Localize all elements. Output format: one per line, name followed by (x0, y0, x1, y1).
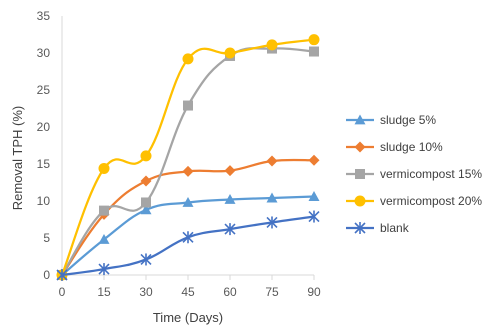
data-point-vermicompost-20 (267, 39, 278, 50)
data-point-blank (141, 253, 151, 265)
legend-label: vermicompost 15% (380, 167, 482, 181)
legend-item-vermicompost-20: vermicompost 20% (346, 194, 482, 208)
y-tick-label: 35 (37, 9, 51, 23)
x-tick-label: 30 (139, 285, 153, 299)
legend: sludge 5% sludge 10% vermicompost 15% vermi… (346, 113, 482, 235)
data-point-sludge-10 (183, 166, 194, 177)
x-tick-label: 45 (181, 285, 195, 299)
y-tick-label: 5 (43, 231, 50, 245)
legend-label: vermicompost 20% (380, 194, 482, 208)
x-tick-label: 75 (265, 285, 279, 299)
y-tick-label: 25 (37, 83, 51, 97)
legend-label: blank (380, 221, 410, 235)
y-tick-label: 10 (37, 194, 51, 208)
data-point-sludge-10 (141, 176, 152, 187)
x-tick-label: 0 (59, 285, 66, 299)
legend-swatch-marker (355, 196, 366, 207)
legend-label: sludge 5% (380, 113, 436, 127)
data-point-vermicompost-15 (183, 101, 193, 111)
legend-swatch-marker (355, 169, 365, 179)
data-point-vermicompost-20 (183, 53, 194, 64)
legend-item-blank: blank (346, 221, 410, 235)
data-point-vermicompost-20 (141, 150, 152, 161)
legend-item-sludge-5: sludge 5% (346, 113, 436, 127)
data-point-vermicompost-20 (225, 48, 236, 59)
data-point-vermicompost-20 (309, 34, 320, 45)
series-group (57, 34, 320, 281)
series-line-blank (62, 217, 314, 275)
legend-item-sludge-10: sludge 10% (346, 140, 443, 154)
data-point-vermicompost-20 (99, 163, 110, 174)
series-vermicompost-20 (57, 34, 320, 280)
y-tick-label: 0 (43, 268, 50, 282)
data-point-sludge-10 (309, 155, 320, 166)
data-point-vermicompost-15 (141, 197, 151, 207)
y-axis-title: Removal TPH (%) (10, 106, 25, 211)
axes: 0 5 10 15 20 25 30 35 0 15 30 45 60 75 90 (37, 9, 321, 299)
y-tick-label: 15 (37, 157, 51, 171)
legend-label: sludge 10% (380, 140, 443, 154)
y-tick-label: 20 (37, 120, 51, 134)
data-point-sludge-10 (267, 156, 278, 167)
x-axis-title: Time (Days) (153, 310, 223, 325)
x-tick-label: 60 (223, 285, 237, 299)
legend-item-vermicompost-15: vermicompost 15% (346, 167, 482, 181)
data-point-vermicompost-15 (309, 47, 319, 57)
data-point-sludge-10 (225, 165, 236, 176)
x-tick-label: 15 (97, 285, 111, 299)
y-tick-label: 30 (37, 46, 51, 60)
legend-swatch-marker (355, 142, 366, 153)
data-point-vermicompost-15 (99, 206, 109, 216)
x-tick-label: 90 (307, 285, 321, 299)
